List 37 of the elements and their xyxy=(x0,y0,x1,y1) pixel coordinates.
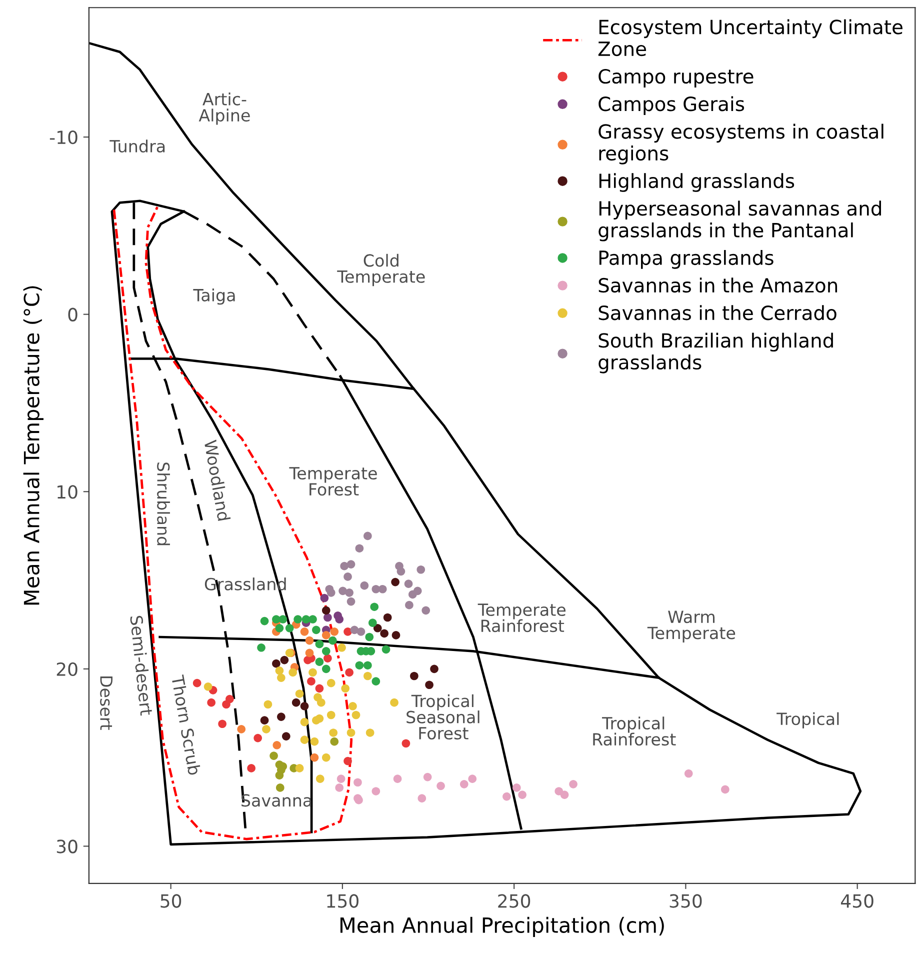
legend-label: Hyperseasonal savannas and grasslands in the Pantanal xyxy=(598,200,881,242)
annotation: Desert xyxy=(100,676,112,730)
annotation: Temperate Forest xyxy=(289,467,377,496)
annotation: Tundra xyxy=(110,140,165,153)
annotation: Shrubland xyxy=(157,462,170,546)
legend-label: Campos Gerais xyxy=(598,96,744,116)
annotation: Tropical xyxy=(776,712,839,728)
annotation: Taiga xyxy=(193,288,235,305)
legend-label: Ecosystem Uncertainty Climate Zone xyxy=(598,19,902,56)
annotation: Tropical Seasonal Forest xyxy=(406,694,480,740)
y-axis-title: Mean Annual Temperature (°C) xyxy=(23,286,44,605)
annotation: Semi-desert xyxy=(130,615,154,716)
x-axis-title: Mean Annual Precipitation (cm) xyxy=(340,916,664,938)
annotation: Woodland xyxy=(204,440,231,521)
legend-label: Pampa grasslands xyxy=(599,250,774,269)
legend-label: Grassy ecosystems in coastal regions xyxy=(598,124,884,164)
x-tick-label: 150 xyxy=(327,894,358,908)
y-tick-label: 30 xyxy=(56,840,78,854)
legend-label: Savannas in the Cerrado xyxy=(598,305,836,320)
x-tick-label: 50 xyxy=(160,894,182,908)
annotation: Thorn Scrub xyxy=(171,674,202,776)
annotation: Tropical Rainforest xyxy=(593,716,676,746)
y-tick-label: -10 xyxy=(50,130,78,144)
annotation: Temperate Rainforest xyxy=(478,604,566,632)
annotation: Cold Temperate xyxy=(337,254,425,286)
y-tick-label: 10 xyxy=(58,485,78,499)
x-tick-label: 250 xyxy=(498,894,530,908)
y-tick-label: 20 xyxy=(56,662,78,676)
legend-label: Highland grasslands xyxy=(599,173,794,192)
x-tick-label: 450 xyxy=(840,894,874,908)
x-tick-label: 350 xyxy=(670,894,702,908)
legend-label: South Brazilian highland grasslands xyxy=(598,332,833,374)
annotation: Warm Temperate xyxy=(647,610,736,642)
legend-label: Campo rupestre xyxy=(598,68,754,88)
annotation: Artic- Alpine xyxy=(198,92,250,125)
y-tick-label: 0 xyxy=(68,308,78,322)
legend-label: Savannas in the Amazon xyxy=(598,278,838,293)
